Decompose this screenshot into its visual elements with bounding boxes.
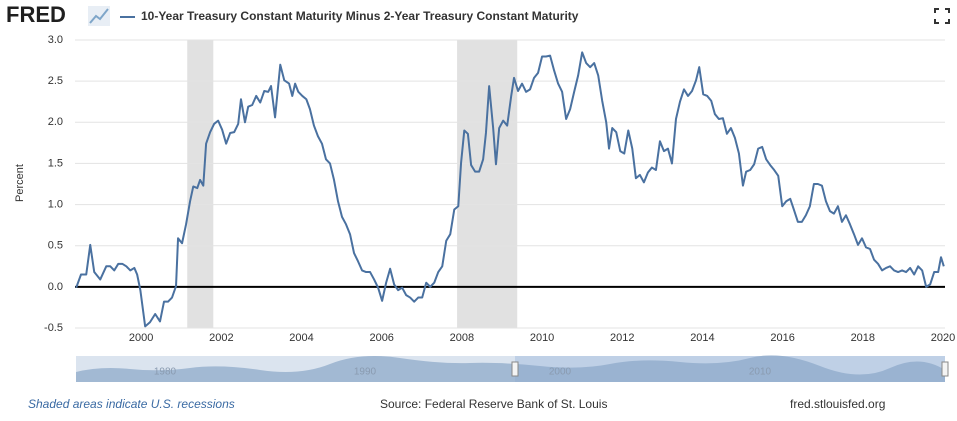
logo-icon — [88, 6, 110, 26]
y-axis-label: Percent — [14, 164, 26, 202]
x-tick-label: 2010 — [530, 332, 554, 344]
logo: FRED — [6, 2, 66, 27]
x-tick-label: 2020 — [931, 332, 955, 344]
navigator-label: 1990 — [354, 367, 377, 378]
recession-band — [457, 40, 518, 328]
y-tick-label: 1.5 — [48, 157, 63, 169]
y-tick-label: 0.5 — [48, 240, 63, 252]
x-tick-label: 2006 — [369, 332, 393, 344]
source: Source: Federal Reserve Bank of St. Loui… — [380, 397, 607, 411]
navigator-label: 2010 — [749, 367, 772, 378]
x-tick-label: 2002 — [209, 332, 233, 344]
navigator-label: 2000 — [549, 367, 572, 378]
y-tick-label: -0.5 — [44, 322, 63, 334]
recession-band — [187, 40, 214, 328]
plot: 3.0 2.5 2.0 1.5 1.0 0.5 0.0 -0.5 2000 2002 2004 200… — [44, 34, 955, 344]
legend-label: 10-Year Treasury Constant Maturity Minus… — [141, 9, 579, 23]
navigator-label: 1980 — [154, 367, 177, 378]
y-tick-label: 2.0 — [48, 116, 63, 128]
y-tick-label: 0.0 — [48, 281, 63, 293]
y-tick-label: 1.0 — [48, 198, 63, 210]
fullscreen-icon[interactable] — [934, 8, 950, 24]
x-tick-label: 2016 — [770, 332, 794, 344]
site-link[interactable]: fred.stlouisfed.org — [790, 397, 885, 411]
x-tick-label: 2000 — [129, 332, 153, 344]
y-tick-label: 2.5 — [48, 75, 63, 87]
navigator[interactable]: 1980 1990 2000 2010 — [76, 355, 949, 382]
x-tick-label: 2008 — [450, 332, 474, 344]
x-tick-label: 2018 — [851, 332, 875, 344]
x-tick-label: 2004 — [289, 332, 313, 344]
recession-note: Shaded areas indicate U.S. recessions — [28, 397, 235, 411]
series-line — [75, 51, 945, 328]
y-tick-label: 3.0 — [48, 34, 63, 46]
x-tick-label: 2014 — [690, 332, 714, 344]
x-tick-label: 2012 — [610, 332, 634, 344]
